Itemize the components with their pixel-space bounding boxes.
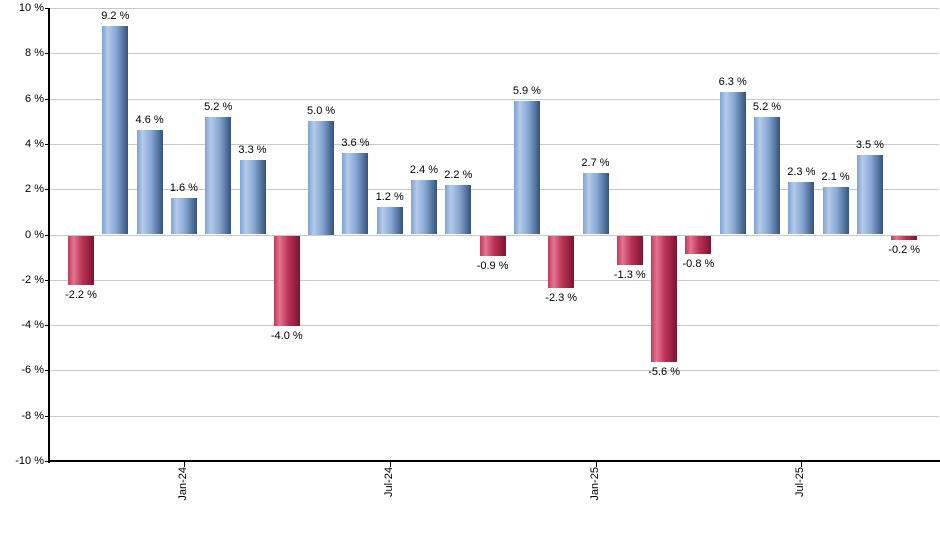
bar: [445, 184, 472, 235]
bar-value-label: 2.4 %: [409, 164, 439, 177]
y-axis: [48, 8, 50, 463]
bar: [342, 152, 369, 235]
bar-value-label: 5.0 %: [307, 105, 336, 118]
bar: [205, 116, 232, 235]
y-tick-label: -8 %: [21, 409, 44, 422]
bar: [136, 130, 163, 235]
y-tick-mark: [45, 325, 49, 327]
x-tick-label: Jan-25: [588, 467, 601, 501]
gridline-8: [50, 53, 939, 55]
bar-value-label: 5.2 %: [204, 100, 233, 113]
y-tick-mark: [45, 189, 49, 191]
x-tick-label: Jul-25: [794, 467, 807, 497]
bar-value-label: 3.3 %: [238, 143, 267, 156]
gridline--2: [50, 279, 939, 281]
bar: [239, 159, 266, 235]
bar: [273, 235, 300, 327]
bar: [788, 182, 815, 235]
bar: [376, 207, 403, 235]
y-tick-mark: [45, 370, 49, 372]
bar-value-label: -2.2 %: [65, 289, 97, 302]
bar: [651, 235, 678, 363]
bar-value-label: -5.6 %: [648, 366, 680, 379]
bar-value-label: 4.6 %: [135, 114, 164, 127]
y-tick-mark: [45, 143, 49, 145]
y-tick-label: 0 %: [25, 228, 44, 241]
bar-value-label: 2.2 %: [444, 168, 473, 181]
bar-value-label: 1.6 %: [169, 182, 198, 195]
gridline--6: [50, 370, 939, 372]
bar: [582, 173, 609, 235]
y-tick-label: 2 %: [25, 183, 44, 196]
bar: [616, 235, 643, 265]
bar: [891, 235, 918, 241]
bar-value-label: -0.9 %: [476, 259, 509, 272]
bar-value-label: -0.8 %: [682, 257, 715, 270]
gridline--4: [50, 325, 939, 327]
y-tick-mark: [45, 461, 49, 462]
y-tick-mark: [45, 53, 49, 55]
gridline-0: [50, 234, 939, 236]
y-tick-label: -6 %: [21, 364, 44, 377]
y-tick-label: 6 %: [25, 92, 44, 105]
y-tick-label: 10 %: [18, 2, 44, 14]
y-tick-mark: [45, 415, 49, 417]
bar-value-label: 5.2 %: [752, 100, 782, 113]
bar: [479, 235, 506, 256]
y-tick-mark: [45, 8, 49, 9]
bar: [548, 235, 575, 288]
gridline-6: [50, 98, 939, 100]
x-tick-mark: [801, 461, 803, 467]
bar: [308, 121, 335, 235]
x-axis: [48, 460, 940, 462]
bar-value-label: 5.9 %: [512, 84, 541, 97]
bar-value-label: -0.2 %: [888, 244, 921, 257]
bar: [170, 198, 197, 235]
y-tick-label: 4 %: [25, 137, 44, 150]
x-tick-label: Jan-24: [176, 467, 189, 501]
bar-value-label: 2.1 %: [821, 170, 850, 183]
bar: [754, 116, 780, 235]
bar: [102, 26, 129, 235]
bar: [411, 180, 437, 235]
x-tick-mark: [595, 461, 597, 467]
y-tick-label: -2 %: [21, 273, 44, 286]
y-tick-mark: [45, 234, 49, 236]
bar: [856, 155, 883, 235]
y-tick-label: 8 %: [25, 47, 44, 60]
y-tick-mark: [45, 98, 49, 100]
bar-value-label: 2.7 %: [581, 157, 610, 170]
bar-value-label: -1.3 %: [613, 268, 646, 281]
bar-value-label: -2.3 %: [545, 291, 578, 304]
bar: [68, 235, 94, 286]
bar: [719, 91, 746, 235]
bar: [822, 186, 849, 235]
bar: [513, 100, 540, 235]
y-tick-label: -4 %: [21, 319, 44, 332]
y-tick-mark: [45, 279, 49, 281]
y-tick-label: -10 %: [15, 455, 44, 467]
x-tick-mark: [389, 461, 391, 467]
bar-value-label: 1.2 %: [375, 191, 404, 204]
bar-value-label: 2.3 %: [787, 166, 816, 179]
bar-value-label: 9.2 %: [101, 10, 130, 23]
bar: [685, 235, 712, 254]
bar-value-label: 3.6 %: [341, 136, 370, 149]
bar-value-label: 6.3 %: [718, 75, 747, 88]
x-tick-label: Jul-24: [382, 467, 395, 497]
bar-value-label: 3.5 %: [855, 139, 884, 152]
x-tick-mark: [183, 461, 185, 467]
bar-value-label: -4.0 %: [270, 330, 303, 343]
gridline--8: [50, 415, 939, 417]
gridline-10: [50, 8, 939, 9]
gridline-4: [50, 143, 939, 145]
gridline-2: [50, 189, 939, 191]
